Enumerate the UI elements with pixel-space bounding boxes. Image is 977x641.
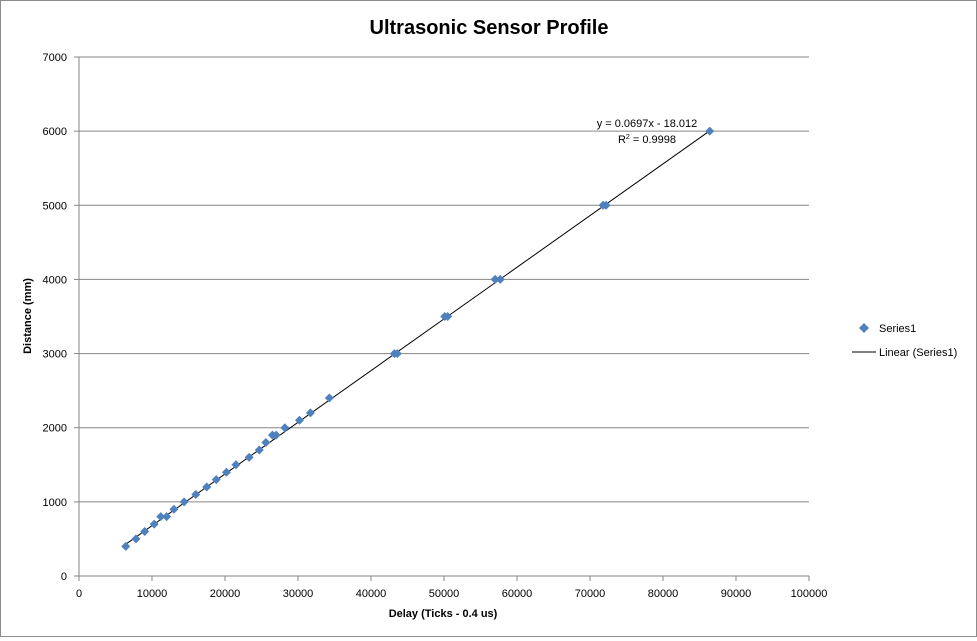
x-tick-label: 90000 [721, 588, 752, 600]
trendline-r2-text: R2 = 0.9998 [618, 134, 676, 146]
x-tick-label: 10000 [137, 588, 168, 600]
data-point [305, 408, 315, 418]
data-point [601, 200, 611, 210]
data-point [271, 430, 281, 440]
y-tick-label: 7000 [43, 52, 67, 64]
data-point [121, 541, 131, 551]
x-tick-label: 0 [76, 588, 82, 600]
data-point [280, 423, 290, 433]
data-point [254, 445, 264, 455]
y-tick-label: 1000 [43, 497, 67, 509]
data-point [202, 482, 212, 492]
data-point [179, 497, 189, 507]
y-axis-label: Distance (mm) [22, 278, 34, 354]
data-point [221, 467, 231, 477]
legend-label-trendline: Linear (Series1) [879, 347, 957, 359]
trendline-equation-text: y = 0.0697x - 18.012 [597, 118, 698, 130]
x-tick-label: 100000 [791, 588, 828, 600]
y-tick-label: 2000 [43, 423, 67, 435]
y-tick-label: 3000 [43, 349, 67, 361]
data-point [392, 349, 402, 359]
data-point [231, 460, 241, 470]
y-tick-label: 0 [61, 571, 67, 583]
chart-title: Ultrasonic Sensor Profile [370, 17, 609, 39]
legend-marker-diamond-icon [859, 323, 869, 333]
x-tick-label: 60000 [502, 588, 533, 600]
data-point [156, 512, 166, 522]
r2-prefix: R [618, 134, 626, 146]
trendline [125, 130, 711, 545]
data-point [244, 452, 254, 462]
x-tick-label: 30000 [283, 588, 314, 600]
legend-item-trendline: Linear (Series1) [852, 347, 957, 359]
data-point [443, 312, 453, 321]
x-tick-label: 20000 [210, 588, 241, 600]
y-tick-label: 6000 [43, 126, 67, 138]
data-point [140, 527, 150, 537]
legend: Series1 Linear (Series1) [852, 323, 957, 359]
legend-label-series1: Series1 [879, 323, 916, 335]
x-tick-label: 80000 [648, 588, 679, 600]
data-points-layer [121, 126, 715, 551]
data-point [211, 475, 221, 485]
data-point [324, 393, 334, 403]
x-tick-label: 50000 [429, 588, 460, 600]
data-point [131, 534, 141, 544]
data-point [495, 274, 505, 284]
data-point [162, 512, 172, 522]
data-point [169, 504, 179, 514]
trendline-equation: y = 0.0697x - 18.012 R2 = 0.9998 [597, 118, 698, 146]
y-axis-ticks: 0 1000 2000 3000 4000 5000 6000 7000 [43, 52, 79, 583]
y-tick-label: 5000 [43, 200, 67, 212]
r2-superscript: 2 [626, 134, 630, 141]
data-point [149, 519, 159, 529]
data-point [191, 489, 201, 499]
x-tick-label: 40000 [356, 588, 387, 600]
x-tick-label: 70000 [575, 588, 606, 600]
data-point [261, 438, 271, 448]
x-axis-label: Delay (Ticks - 0.4 us) [389, 608, 498, 620]
data-point [294, 415, 304, 425]
trendline-layer [125, 130, 711, 545]
data-point [490, 274, 500, 284]
legend-item-series1: Series1 [859, 323, 916, 335]
x-axis-ticks: 0 10000 20000 30000 40000 50000 60000 70000 8000… [76, 576, 827, 600]
r2-value: = 0.9998 [630, 134, 676, 146]
y-tick-label: 4000 [43, 274, 67, 286]
